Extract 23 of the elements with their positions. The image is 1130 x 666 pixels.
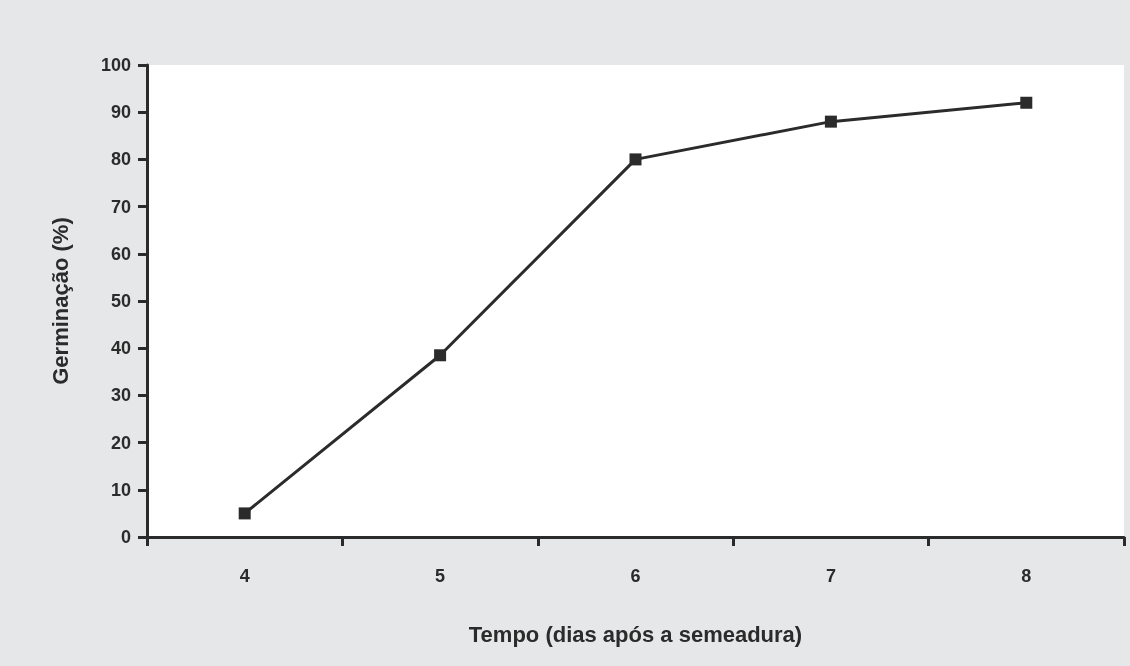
x-tick-label: 5 bbox=[435, 566, 446, 586]
point bbox=[629, 153, 642, 166]
y-tick-label: 50 bbox=[110, 291, 131, 311]
point bbox=[1020, 96, 1033, 109]
x-tick-label: 7 bbox=[825, 566, 836, 586]
point bbox=[434, 349, 447, 362]
y-axis-title: Germinação (%) bbox=[47, 217, 73, 385]
x-tick-label: 4 bbox=[239, 566, 250, 586]
x-axis-title: Tempo (dias após a semeadura) bbox=[468, 621, 803, 647]
y-tick-label: 80 bbox=[110, 149, 131, 170]
y-tick-label: 0 bbox=[120, 527, 131, 547]
y-tick-label: 20 bbox=[110, 432, 131, 453]
point bbox=[238, 507, 251, 520]
y-tick-label: 30 bbox=[110, 385, 131, 406]
y-tick-label: 70 bbox=[110, 196, 131, 217]
x-tick-label: 6 bbox=[630, 566, 641, 586]
point bbox=[824, 115, 837, 128]
y-tick-label: 100 bbox=[100, 55, 131, 75]
y-tick-label: 10 bbox=[110, 479, 131, 500]
y-tick-label: 40 bbox=[110, 338, 131, 359]
y-tick-label: 90 bbox=[110, 102, 131, 123]
x-tick-label: 8 bbox=[1021, 566, 1032, 586]
y-tick-label: 60 bbox=[110, 243, 131, 264]
